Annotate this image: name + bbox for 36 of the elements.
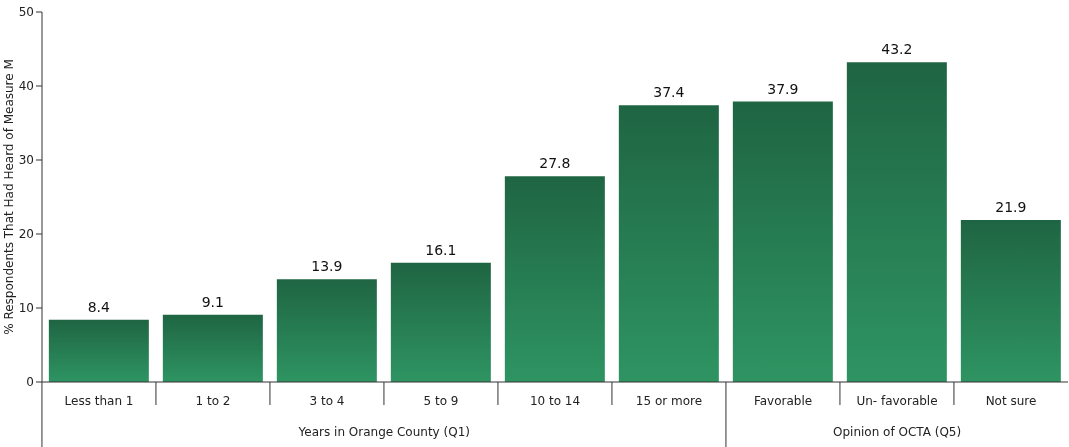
bar [732,101,833,382]
x-tick-label: Less than 1 [64,394,134,408]
x-tick-label: Favorable [753,394,813,408]
data-label: 8.4 [87,298,111,315]
y-tick-label: 50 [18,5,34,20]
data-label: 9.1 [201,293,224,310]
text: Years in Orange County (Q1) [297,425,470,439]
bar [960,219,1061,382]
y-tick-label: 30 [18,153,34,168]
data-label: 27.8 [539,155,571,172]
y-tick-label: 20 [18,227,34,242]
bar [846,62,947,382]
bar [276,279,377,382]
x-tick-label: Not sure [985,394,1037,408]
x-tick-label: Un- favorable [856,394,938,408]
text: Opinion of OCTA (Q5) [833,425,962,439]
x-tick-label: 5 to 9 [423,394,459,408]
data-label: 16.1 [425,241,457,258]
bar [504,176,605,382]
data-label: 43.2 [881,41,913,58]
x-tick-label: 3 to 4 [309,394,345,408]
y-tick-label: 10 [18,301,34,316]
x-tick-label: 15 or more [635,394,703,408]
x-tick-label: 10 to 14 [529,394,581,408]
bar [48,319,149,382]
y-axis-title: % Respondents That Had Heard of Measure M [2,59,17,335]
y-tick-label: 40 [18,79,34,94]
y-tick-label: 0 [26,375,34,390]
data-label: 37.4 [653,84,685,101]
bar [390,262,491,382]
bar [618,105,719,382]
x-tick-label: 1 to 2 [195,394,231,408]
bar [162,314,263,382]
data-label: 21.9 [995,198,1027,215]
data-label: 13.9 [311,258,343,275]
data-label: 37.9 [767,80,799,97]
